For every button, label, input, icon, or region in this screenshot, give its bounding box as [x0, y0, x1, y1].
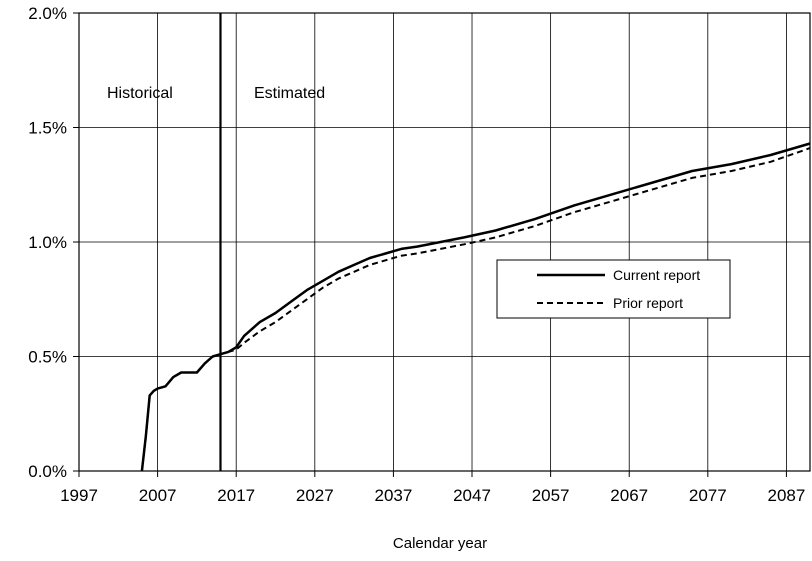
legend: Current report Prior report: [496, 259, 731, 319]
x-tick-label: 2027: [296, 486, 334, 505]
x-tick-label: 2077: [689, 486, 727, 505]
x-axis-title: Calendar year: [393, 535, 487, 552]
legend-label-current-report: Current report: [613, 267, 700, 283]
x-tick-label: 2047: [453, 486, 491, 505]
x-tick-label: 2017: [217, 486, 255, 505]
legend-label-prior-report: Prior report: [613, 295, 683, 311]
y-tick-label: 1.5%: [28, 119, 67, 138]
y-tick-label: 0.0%: [28, 462, 67, 481]
series-current-report: [140, 142, 811, 472]
x-tick-labels: 1997 2007 2017 2027 2037 2047 2057 2067 2077 2087: [60, 486, 805, 505]
y-tick-label: 1.0%: [28, 233, 67, 252]
axes: [73, 12, 811, 477]
series-prior-report: [140, 147, 811, 472]
x-tick-label: 2057: [532, 486, 570, 505]
x-tick-label: 2067: [610, 486, 648, 505]
legend-box: [496, 259, 731, 319]
x-tick-label: 2007: [139, 486, 177, 505]
x-tick-label: 2087: [768, 486, 806, 505]
y-tick-label: 2.0%: [28, 4, 67, 23]
region-label-historical: Historical: [107, 85, 173, 102]
y-tick-labels: 0.0% 0.5% 1.0% 1.5% 2.0%: [28, 4, 67, 481]
x-tick-label: 2037: [374, 486, 412, 505]
region-label-estimated: Estimated: [254, 85, 325, 102]
x-tick-label: 1997: [60, 486, 98, 505]
y-tick-label: 0.5%: [28, 348, 67, 367]
series-lines: [140, 142, 811, 472]
